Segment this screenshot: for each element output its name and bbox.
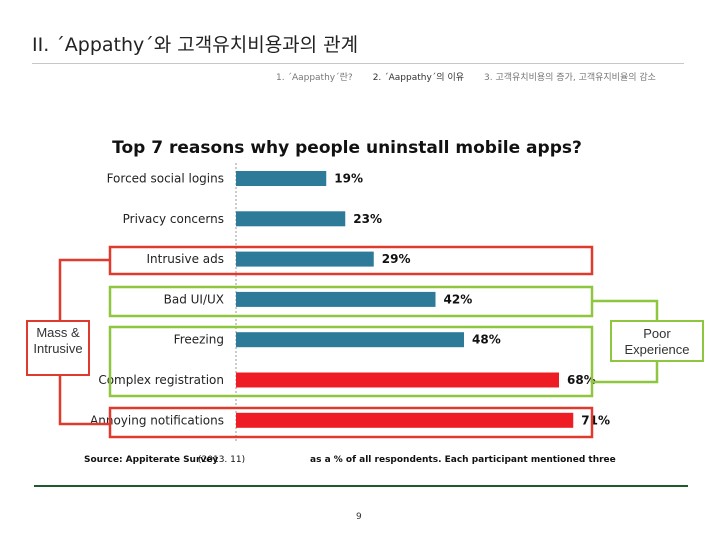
- slide-title: II. ´Appathy´와 고객유치비용과의 관계: [32, 34, 359, 56]
- highlight-annoying-notifications: [108, 406, 594, 439]
- bar: [236, 372, 559, 388]
- bar: [236, 251, 374, 267]
- title-divider: [32, 63, 684, 64]
- highlight-intrusive-ads: [108, 245, 594, 276]
- data-label: 71%: [581, 413, 610, 427]
- bar: [236, 412, 574, 428]
- bar: [236, 291, 436, 307]
- highlight-bad-ui: [108, 285, 594, 318]
- category-label: Intrusive ads: [147, 252, 225, 266]
- data-label: 23%: [353, 212, 382, 226]
- green-bracket-top: [592, 299, 659, 320]
- chart-footnote: as a % of all respondents. Each particip…: [310, 455, 616, 465]
- highlight-freezing-complex: [108, 325, 594, 398]
- bar: [236, 171, 327, 186]
- data-label: 42%: [444, 292, 473, 306]
- footer-divider: [34, 485, 688, 487]
- bar-chart: Top 7 reasons why people uninstall mobil…: [84, 138, 616, 465]
- category-label: Privacy concerns: [123, 212, 224, 226]
- mass-intrusive-label: Mass & Intrusive: [26, 320, 90, 376]
- chart-source-date: (2013. 11): [198, 455, 245, 465]
- bar: [236, 211, 346, 227]
- category-label: Forced social logins: [107, 172, 224, 186]
- bar: [236, 332, 464, 348]
- data-label: 68%: [567, 373, 596, 387]
- chart-title: Top 7 reasons why people uninstall mobil…: [112, 138, 582, 158]
- tab-appathy-reasons[interactable]: 2. ´Aappathy´의 이유: [372, 73, 465, 83]
- category-label: Complex registration: [98, 373, 224, 387]
- tab-cost-increase[interactable]: 3. 고객유치비용의 증가, 고객유지비율의 감소: [484, 73, 656, 83]
- green-bracket-bottom: [592, 362, 659, 384]
- category-label: Freezing: [174, 333, 224, 347]
- page-number: 9: [356, 512, 362, 522]
- section-tabs: 1. ´Aappathy´란? 2. ´Aappathy´의 이유 3. 고객유…: [276, 70, 656, 83]
- poor-experience-label: Poor Experience: [610, 320, 704, 362]
- tab-what-is-appathy[interactable]: 1. ´Aappathy´란?: [276, 73, 353, 83]
- data-label: 48%: [472, 333, 501, 347]
- category-label: Bad UI/UX: [164, 292, 224, 306]
- category-label: Annoying notifications: [90, 413, 224, 427]
- bars-group: Forced social logins 19% Privacy concerns 2…: [90, 171, 610, 428]
- chart-figure: Top 7 reasons why people uninstall mobil…: [78, 131, 616, 467]
- data-label: 29%: [382, 252, 411, 266]
- data-label: 19%: [334, 172, 363, 186]
- chart-source: Source: Appiterate Survey: [84, 455, 218, 465]
